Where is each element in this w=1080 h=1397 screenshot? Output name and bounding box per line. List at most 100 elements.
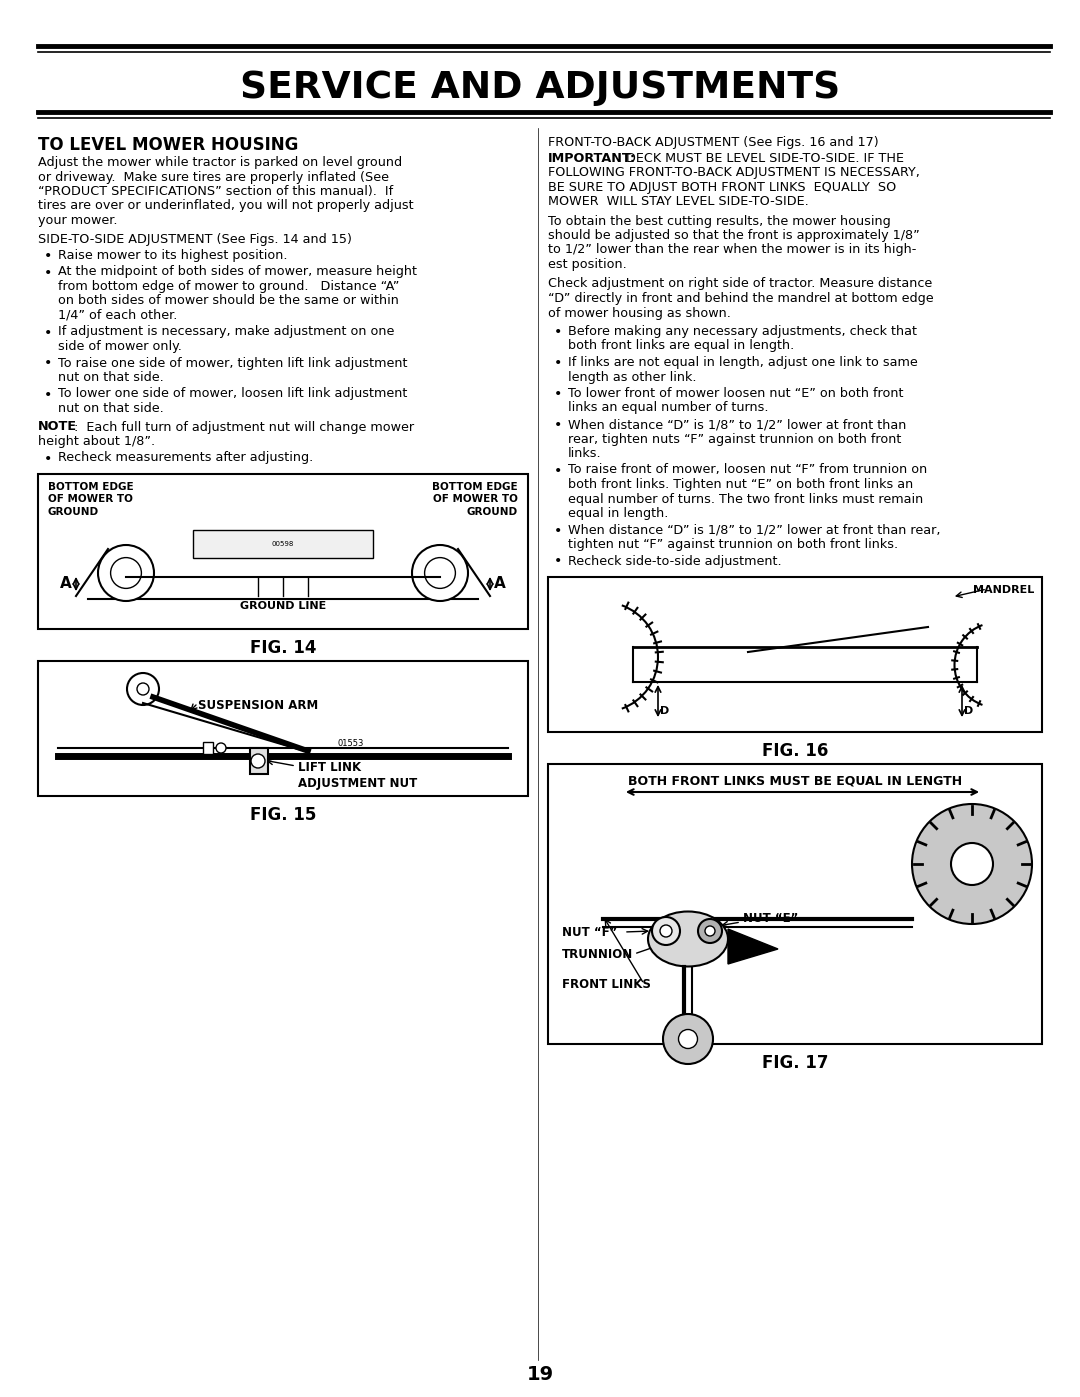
Bar xyxy=(249,747,268,774)
Text: To obtain the best cutting results, the mower housing: To obtain the best cutting results, the … xyxy=(548,215,891,228)
Text: •: • xyxy=(554,524,563,538)
Text: When distance “D” is 1/8” to 1/2” lower at front than: When distance “D” is 1/8” to 1/2” lower … xyxy=(568,418,906,432)
Circle shape xyxy=(411,545,468,601)
Text: FIG. 14: FIG. 14 xyxy=(249,638,316,657)
Text: rear, tighten nuts “F” against trunnion on both front: rear, tighten nuts “F” against trunnion … xyxy=(568,433,902,446)
Circle shape xyxy=(705,926,715,936)
Text: •: • xyxy=(44,451,52,465)
Text: •: • xyxy=(44,356,52,370)
Bar xyxy=(203,742,213,754)
Text: At the midpoint of both sides of mower, measure height: At the midpoint of both sides of mower, … xyxy=(58,265,417,278)
Text: 01553: 01553 xyxy=(338,739,364,747)
Text: •: • xyxy=(554,326,563,339)
Text: If adjustment is necessary, make adjustment on one: If adjustment is necessary, make adjustm… xyxy=(58,326,394,338)
Text: •: • xyxy=(554,356,563,370)
Text: est position.: est position. xyxy=(548,258,626,271)
Text: D: D xyxy=(660,705,670,717)
Text: Before making any necessary adjustments, check that: Before making any necessary adjustments,… xyxy=(568,326,917,338)
Text: •: • xyxy=(554,387,563,401)
Text: DECK MUST BE LEVEL SIDE-TO-SIDE. IF THE: DECK MUST BE LEVEL SIDE-TO-SIDE. IF THE xyxy=(618,151,904,165)
Bar xyxy=(548,764,1042,1044)
Text: •: • xyxy=(44,265,52,279)
Text: “PRODUCT SPECIFICATIONS” section of this manual).  If: “PRODUCT SPECIFICATIONS” section of this… xyxy=(38,184,393,198)
Circle shape xyxy=(698,919,723,943)
Text: nut on that side.: nut on that side. xyxy=(58,372,164,384)
Text: “D” directly in front and behind the mandrel at bottom edge: “D” directly in front and behind the man… xyxy=(548,292,933,305)
Polygon shape xyxy=(728,929,778,964)
Text: D: D xyxy=(964,705,973,717)
Text: FIG. 16: FIG. 16 xyxy=(761,742,828,760)
Text: links.: links. xyxy=(568,447,602,460)
Text: NUT “E”: NUT “E” xyxy=(743,912,798,925)
Text: from bottom edge of mower to ground.   Distance “A”: from bottom edge of mower to ground. Dis… xyxy=(58,279,400,293)
Text: A: A xyxy=(60,577,72,591)
Circle shape xyxy=(652,916,680,944)
Ellipse shape xyxy=(648,911,728,967)
Text: 00598: 00598 xyxy=(272,541,294,548)
Text: FRONT-TO-BACK ADJUSTMENT (See Figs. 16 and 17): FRONT-TO-BACK ADJUSTMENT (See Figs. 16 a… xyxy=(548,136,879,149)
Text: length as other link.: length as other link. xyxy=(568,370,697,384)
Text: side of mower only.: side of mower only. xyxy=(58,339,181,353)
Text: links an equal number of turns.: links an equal number of turns. xyxy=(568,401,769,415)
Text: Raise mower to its highest position.: Raise mower to its highest position. xyxy=(58,249,287,263)
Text: When distance “D” is 1/8” to 1/2” lower at front than rear,: When distance “D” is 1/8” to 1/2” lower … xyxy=(568,524,941,536)
Text: IMPORTANT:: IMPORTANT: xyxy=(548,151,636,165)
Text: of mower housing as shown.: of mower housing as shown. xyxy=(548,306,731,320)
Text: 19: 19 xyxy=(526,1365,554,1384)
Text: 1/4” of each other.: 1/4” of each other. xyxy=(58,309,177,321)
Circle shape xyxy=(98,545,154,601)
Text: height about 1/8”.: height about 1/8”. xyxy=(38,434,156,448)
Text: both front links are equal in length.: both front links are equal in length. xyxy=(568,339,794,352)
Text: SERVICE AND ADJUSTMENTS: SERVICE AND ADJUSTMENTS xyxy=(240,70,840,106)
Text: FIG. 15: FIG. 15 xyxy=(249,806,316,824)
Text: •: • xyxy=(44,387,52,401)
Text: FOLLOWING FRONT-TO-BACK ADJUSTMENT IS NECESSARY,: FOLLOWING FRONT-TO-BACK ADJUSTMENT IS NE… xyxy=(548,166,920,179)
Text: FIG. 17: FIG. 17 xyxy=(761,1053,828,1071)
Text: equal number of turns. The two front links must remain: equal number of turns. The two front lin… xyxy=(568,493,923,506)
Text: BE SURE TO ADJUST BOTH FRONT LINKS  EQUALLY  SO: BE SURE TO ADJUST BOTH FRONT LINKS EQUAL… xyxy=(548,180,896,194)
Text: Check adjustment on right side of tractor. Measure distance: Check adjustment on right side of tracto… xyxy=(548,278,932,291)
Text: LIFT LINK
ADJUSTMENT NUT: LIFT LINK ADJUSTMENT NUT xyxy=(298,761,417,789)
Text: If links are not equal in length, adjust one link to same: If links are not equal in length, adjust… xyxy=(568,356,918,369)
Text: •: • xyxy=(554,464,563,478)
Text: To raise one side of mower, tighten lift link adjustment: To raise one side of mower, tighten lift… xyxy=(58,356,407,369)
Circle shape xyxy=(137,683,149,694)
Text: NUT “F”: NUT “F” xyxy=(562,925,618,939)
Bar xyxy=(548,577,1042,732)
Text: your mower.: your mower. xyxy=(38,214,118,226)
Text: MOWER  WILL STAY LEVEL SIDE-TO-SIDE.: MOWER WILL STAY LEVEL SIDE-TO-SIDE. xyxy=(548,196,809,208)
Text: TO LEVEL MOWER HOUSING: TO LEVEL MOWER HOUSING xyxy=(38,136,298,154)
Text: both front links. Tighten nut “E” on both front links an: both front links. Tighten nut “E” on bot… xyxy=(568,478,914,490)
Text: •: • xyxy=(44,249,52,263)
Text: FRONT LINKS: FRONT LINKS xyxy=(562,978,651,990)
Text: on both sides of mower should be the same or within: on both sides of mower should be the sam… xyxy=(58,295,399,307)
Text: A: A xyxy=(494,577,505,591)
Text: BOTTOM EDGE
OF MOWER TO
GROUND: BOTTOM EDGE OF MOWER TO GROUND xyxy=(432,482,518,517)
Text: NOTE: NOTE xyxy=(38,420,77,433)
Text: TRUNNION: TRUNNION xyxy=(562,947,633,961)
Circle shape xyxy=(251,754,265,768)
Circle shape xyxy=(912,805,1032,923)
Circle shape xyxy=(216,743,226,753)
Circle shape xyxy=(951,842,993,886)
Text: To lower one side of mower, loosen lift link adjustment: To lower one side of mower, loosen lift … xyxy=(58,387,407,401)
Bar xyxy=(38,474,528,629)
Bar xyxy=(38,661,528,796)
Text: equal in length.: equal in length. xyxy=(568,507,669,520)
Text: Adjust the mower while tractor is parked on level ground: Adjust the mower while tractor is parked… xyxy=(38,156,402,169)
Text: Recheck side-to-side adjustment.: Recheck side-to-side adjustment. xyxy=(568,555,782,567)
Text: •: • xyxy=(44,326,52,339)
Text: tighten nut “F” against trunnion on both front links.: tighten nut “F” against trunnion on both… xyxy=(568,538,899,550)
Text: nut on that side.: nut on that side. xyxy=(58,402,164,415)
Text: To raise front of mower, loosen nut “F” from trunnion on: To raise front of mower, loosen nut “F” … xyxy=(568,464,928,476)
Text: GROUND LINE: GROUND LINE xyxy=(240,601,326,610)
Text: should be adjusted so that the front is approximately 1/8”: should be adjusted so that the front is … xyxy=(548,229,920,242)
Text: SUSPENSION ARM: SUSPENSION ARM xyxy=(198,698,319,712)
Bar xyxy=(193,529,373,557)
Text: •: • xyxy=(554,418,563,432)
Circle shape xyxy=(678,1030,698,1049)
Circle shape xyxy=(663,1014,713,1065)
Text: tires are over or underinflated, you will not properly adjust: tires are over or underinflated, you wil… xyxy=(38,200,414,212)
Text: SIDE-TO-SIDE ADJUSTMENT (See Figs. 14 and 15): SIDE-TO-SIDE ADJUSTMENT (See Figs. 14 an… xyxy=(38,232,352,246)
Text: to 1/2” lower than the rear when the mower is in its high-: to 1/2” lower than the rear when the mow… xyxy=(548,243,916,257)
